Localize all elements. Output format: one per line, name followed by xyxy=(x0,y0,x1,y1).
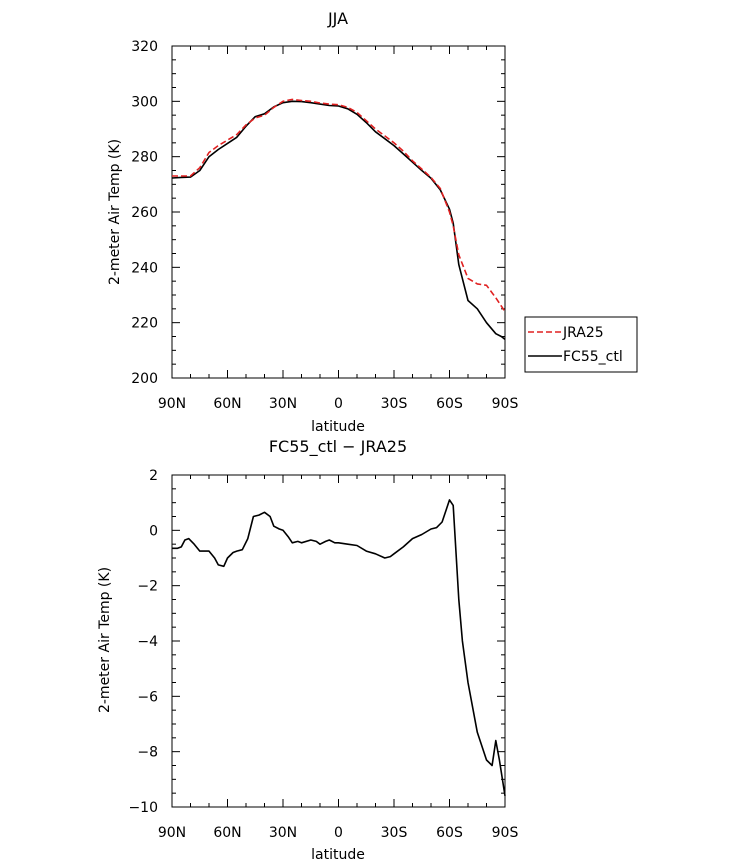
y-tick-label: 200 xyxy=(131,371,158,387)
y-tick-label: 2 xyxy=(149,468,158,484)
series-line-jra25 xyxy=(172,98,506,313)
panel-bottom-difference: FC55_ctl − JRA25 2-meter Air Temp (K) la… xyxy=(97,437,518,863)
x-tick-label: 60N xyxy=(213,825,241,841)
x-tick-label: 60S xyxy=(436,825,463,841)
x-tick-label: 90N xyxy=(158,825,186,841)
bottom-y-axis-label: 2-meter Air Temp (K) xyxy=(97,567,113,713)
x-tick-label: 30S xyxy=(381,396,408,412)
bottom-chart-title: FC55_ctl − JRA25 xyxy=(269,437,407,457)
y-tick-label: −4 xyxy=(137,634,158,650)
x-tick-label: 90S xyxy=(492,396,519,412)
top-x-axis-label: latitude xyxy=(311,419,365,435)
y-tick-label: 260 xyxy=(131,205,158,221)
y-tick-label: 320 xyxy=(131,39,158,55)
y-tick-label: −10 xyxy=(128,800,158,816)
top-series-lines xyxy=(171,98,506,340)
y-tick-label: 0 xyxy=(149,523,158,539)
panel-top-jja: JJA 2-meter Air Temp (K) latitude 90N 60N… xyxy=(107,9,518,435)
top-plot-frame xyxy=(171,45,506,379)
top-chart-title: JJA xyxy=(327,9,348,28)
legend-label-fc55: FC55_ctl xyxy=(563,349,623,365)
legend-box xyxy=(524,316,638,373)
bottom-x-axis-label: latitude xyxy=(311,847,365,863)
legend-label-jra25: JRA25 xyxy=(562,325,604,341)
legend: JRA25 FC55_ctl xyxy=(524,316,638,373)
x-tick-label: 0 xyxy=(334,396,343,412)
x-tick-label: 0 xyxy=(334,825,343,841)
x-tick-label: 60N xyxy=(213,396,241,412)
series-line-fc55-ctl xyxy=(171,100,506,340)
bottom-ticks: 90N 60N 30N 0 30S 60S 90S −10 −8 −6 −4 −2 0 2 xyxy=(128,468,518,841)
x-tick-label: 90N xyxy=(158,396,186,412)
x-tick-label: 90S xyxy=(492,825,519,841)
y-tick-label: 280 xyxy=(131,150,158,166)
x-tick-label: 60S xyxy=(436,396,463,412)
bottom-series-lines xyxy=(172,499,506,797)
top-ticks: 90N 60N 30N 0 30S 60S 90S 200 220 240 260 280 300 320 xyxy=(131,39,518,412)
difference-line xyxy=(172,499,506,797)
top-y-axis-label: 2-meter Air Temp (K) xyxy=(107,139,123,285)
y-tick-label: −6 xyxy=(137,689,158,705)
y-tick-label: 300 xyxy=(131,94,158,110)
y-tick-label: −2 xyxy=(137,579,158,595)
x-tick-label: 30N xyxy=(269,396,297,412)
x-tick-label: 30S xyxy=(381,825,408,841)
y-tick-label: 220 xyxy=(131,316,158,332)
y-tick-label: −8 xyxy=(137,745,158,761)
y-tick-label: 240 xyxy=(131,260,158,276)
x-tick-label: 30N xyxy=(269,825,297,841)
